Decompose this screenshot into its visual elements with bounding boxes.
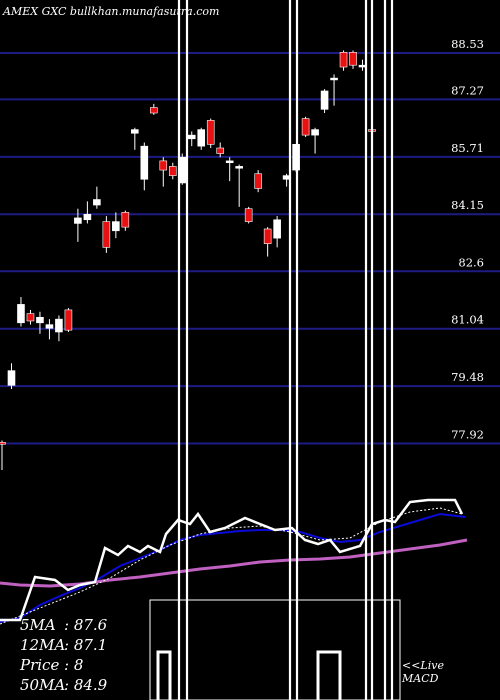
tick-label-4: 82.6 bbox=[458, 255, 484, 269]
candle-9 bbox=[83, 201, 92, 224]
candle-17 bbox=[159, 157, 168, 187]
candle-24 bbox=[225, 157, 234, 182]
candle-1 bbox=[7, 363, 16, 390]
candle-15 bbox=[140, 142, 149, 191]
ma-value-0: : 87.6 bbox=[64, 616, 108, 634]
candle-16 bbox=[149, 103, 158, 115]
candle-14 bbox=[131, 127, 139, 150]
candle-33 bbox=[311, 127, 319, 154]
candle-11 bbox=[102, 216, 111, 253]
candle-27 bbox=[254, 170, 262, 193]
candle-6 bbox=[55, 315, 63, 342]
candle-36 bbox=[339, 50, 348, 71]
macd-histogram bbox=[156, 650, 342, 700]
candle-2 bbox=[17, 297, 25, 327]
ma-value-2: : 8 bbox=[64, 656, 83, 674]
candle-29 bbox=[273, 216, 281, 248]
indicator-lines bbox=[0, 498, 468, 625]
candle-32 bbox=[301, 116, 310, 137]
candle-21 bbox=[197, 127, 206, 150]
candle-28 bbox=[263, 227, 272, 257]
ema-fast-line bbox=[0, 512, 466, 623]
candle-18 bbox=[168, 162, 177, 180]
price-tick-labels: 88.53 87.27 85.71 84.15 82.6 81.04 79.48 77.92 bbox=[451, 37, 484, 441]
moving-average-labels: 5MA : 87.6 12MA: 87.1 Price : 8 50MA: 84.9 bbox=[19, 616, 108, 694]
vertical-marker-3 bbox=[383, 0, 394, 700]
tick-label-2: 85.71 bbox=[451, 141, 484, 155]
ma-label-3: 50MA bbox=[20, 676, 65, 694]
price-gridlines bbox=[0, 52, 500, 445]
macd-panel bbox=[149, 599, 401, 700]
candlesticks bbox=[0, 50, 376, 470]
candle-0 bbox=[0, 440, 6, 470]
candle-13 bbox=[121, 210, 130, 231]
candle-8 bbox=[74, 208, 82, 242]
candle-37 bbox=[349, 50, 357, 69]
ma-value-1: : 87.1 bbox=[64, 636, 107, 654]
chart-title: AMEX GXC bullkhan.munafasutra.com bbox=[2, 5, 219, 18]
macd-label-line1: <<Live bbox=[402, 659, 444, 672]
tick-label-5: 81.04 bbox=[451, 313, 484, 327]
tick-label-0: 88.53 bbox=[451, 37, 484, 51]
candle-22 bbox=[206, 118, 215, 148]
vertical-marker-1 bbox=[288, 0, 299, 700]
tick-label-3: 84.15 bbox=[451, 198, 484, 212]
vertical-marker-0 bbox=[177, 0, 189, 700]
candle-3 bbox=[26, 309, 35, 325]
tick-label-7: 77.92 bbox=[451, 428, 484, 442]
candle-12 bbox=[112, 212, 120, 239]
vertical-marker-2 bbox=[364, 0, 374, 700]
signal-dotted-line bbox=[0, 507, 463, 625]
candle-10 bbox=[93, 186, 101, 209]
ma-label-0: 5MA bbox=[20, 616, 56, 634]
ma-label-2: Price bbox=[19, 656, 59, 674]
candle-35 bbox=[330, 74, 338, 106]
candle-25 bbox=[235, 164, 243, 207]
candle-20 bbox=[187, 131, 196, 147]
tick-label-1: 87.27 bbox=[451, 83, 484, 97]
vertical-markers bbox=[177, 0, 394, 700]
price-trend-line bbox=[0, 498, 464, 622]
ema-slow-line bbox=[0, 538, 468, 588]
candle-26 bbox=[244, 206, 253, 224]
candle-23 bbox=[216, 142, 225, 158]
ma-value-3: : 84.9 bbox=[64, 676, 108, 694]
ma-label-1: 12MA bbox=[20, 636, 65, 654]
candle-34 bbox=[320, 89, 329, 114]
candle-7 bbox=[64, 308, 73, 332]
candle-5 bbox=[45, 319, 54, 340]
candle-4 bbox=[36, 311, 44, 334]
tick-label-6: 79.48 bbox=[451, 370, 484, 384]
macd-label-line2: MACD bbox=[401, 672, 439, 685]
